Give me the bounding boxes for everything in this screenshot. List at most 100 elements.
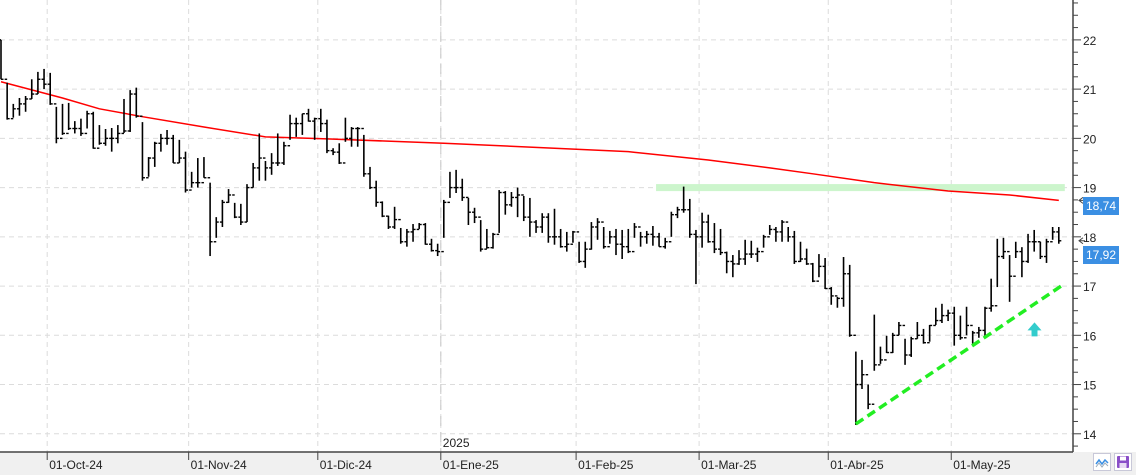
ohlc-bar[interactable] [287, 114, 293, 147]
ohlc-bar[interactable] [330, 148, 336, 156]
ohlc-bar[interactable] [896, 322, 902, 337]
ohlc-bar[interactable] [435, 243, 441, 257]
ohlc-bar[interactable] [927, 324, 933, 344]
ohlc-bar[interactable] [410, 224, 416, 242]
ohlc-bar[interactable] [164, 129, 170, 145]
ohlc-bar[interactable] [269, 153, 275, 175]
ohlc-bar[interactable] [779, 220, 785, 242]
ohlc-bar[interactable] [877, 346, 883, 366]
ohlc-bar[interactable] [791, 230, 797, 264]
ohlc-bar[interactable] [582, 241, 588, 268]
ohlc-bar[interactable] [465, 196, 471, 226]
ohlc-bar[interactable] [982, 306, 988, 336]
ohlc-bar[interactable] [994, 238, 1000, 307]
ohlc-bar[interactable] [281, 141, 287, 165]
ohlc-bar[interactable] [724, 251, 730, 274]
ohlc-bar[interactable] [533, 220, 539, 233]
ohlc-bar[interactable] [23, 96, 29, 112]
ohlc-bar[interactable] [275, 133, 281, 166]
ohlc-bar[interactable] [773, 226, 779, 242]
ohlc-bar[interactable] [404, 228, 410, 247]
ohlc-bar[interactable] [490, 232, 496, 249]
ohlc-bar[interactable] [521, 194, 527, 222]
ohlc-bar[interactable] [785, 221, 791, 242]
ohlc-bar[interactable] [1019, 247, 1025, 278]
ohlc-bar[interactable] [638, 226, 644, 247]
ohlc-bar[interactable] [1050, 226, 1056, 243]
ohlc-bar[interactable] [871, 314, 877, 405]
ohlc-bar[interactable] [914, 322, 920, 340]
ohlc-bar[interactable] [834, 295, 840, 308]
ohlc-bar[interactable] [816, 254, 822, 282]
ohlc-bar[interactable] [865, 373, 871, 410]
resistance-band[interactable] [656, 184, 1065, 192]
ohlc-bar[interactable] [90, 111, 96, 149]
ohlc-bar[interactable] [601, 221, 607, 249]
ohlc-bar[interactable] [718, 228, 724, 256]
ohlc-bar[interactable] [662, 237, 668, 249]
ohlc-bar[interactable] [607, 230, 613, 248]
ohlc-bar[interactable] [336, 143, 342, 164]
ohlc-bar[interactable] [822, 258, 828, 290]
ohlc-bar[interactable] [416, 223, 422, 231]
ohlc-bar[interactable] [422, 223, 428, 245]
ohlc-bar[interactable] [736, 250, 742, 265]
ohlc-bar[interactable] [1037, 241, 1043, 259]
ohlc-bar[interactable] [392, 206, 398, 229]
ohlc-bar[interactable] [4, 78, 10, 120]
ohlc-bar[interactable] [761, 234, 767, 253]
ohlc-bar[interactable] [53, 103, 59, 144]
ohlc-bar[interactable] [293, 117, 299, 137]
ohlc-bar[interactable] [238, 203, 244, 226]
ohlc-bar[interactable] [398, 218, 404, 244]
ohlc-bar[interactable] [146, 157, 152, 179]
ohlc-bar[interactable] [539, 213, 545, 233]
ohlc-bar[interactable] [656, 232, 662, 248]
ohlc-bar[interactable] [798, 241, 803, 263]
ohlc-bar[interactable] [890, 332, 896, 354]
ohlc-bar[interactable] [349, 127, 355, 147]
ohlc-bar[interactable] [115, 125, 121, 144]
ohlc-bar[interactable] [478, 216, 484, 252]
ohlc-bar[interactable] [730, 255, 736, 278]
ohlc-bar[interactable] [804, 248, 810, 265]
ohlc-bar[interactable] [152, 141, 158, 167]
ohlc-bar[interactable] [693, 229, 699, 285]
ohlc-bar[interactable] [939, 303, 945, 323]
ohlc-bar[interactable] [675, 206, 680, 219]
ohlc-bar[interactable] [35, 71, 41, 95]
ohlc-bar[interactable] [681, 186, 687, 213]
ohlc-bar[interactable] [576, 231, 582, 263]
ohlc-bar[interactable] [219, 199, 225, 227]
ohlc-bar[interactable] [508, 192, 514, 207]
ohlc-bar[interactable] [970, 324, 976, 344]
ohlc-bar[interactable] [1013, 241, 1019, 277]
ohlc-bar[interactable] [527, 197, 533, 237]
ohlc-bar[interactable] [988, 278, 994, 312]
ohlc-bar[interactable] [902, 324, 908, 365]
ohlc-bar[interactable] [318, 108, 324, 132]
ohlc-bar[interactable] [127, 90, 133, 132]
ohlc-bar[interactable] [441, 199, 447, 253]
ohlc-bar[interactable] [957, 315, 963, 340]
ohlc-bar[interactable] [41, 68, 47, 90]
ohlc-bar[interactable] [1007, 250, 1013, 302]
ohlc-bar[interactable] [884, 335, 890, 361]
ohlc-bar[interactable] [262, 157, 268, 181]
ohlc-bar[interactable] [385, 215, 391, 229]
moving-average-line[interactable] [0, 81, 1059, 202]
ohlc-bar[interactable] [976, 326, 982, 338]
ohlc-bar[interactable] [10, 103, 16, 120]
ohlc-bar[interactable] [72, 121, 78, 134]
ohlc-bar[interactable] [908, 336, 914, 357]
ohlc-bar[interactable] [847, 264, 853, 337]
ohlc-bar[interactable] [109, 128, 115, 152]
ohlc-bar[interactable] [564, 231, 570, 252]
ohlc-bar[interactable] [250, 162, 256, 189]
ohlc-bar[interactable] [631, 223, 637, 253]
ohlc-bar[interactable] [226, 189, 232, 204]
ohlc-bar[interactable] [687, 198, 693, 238]
ohlc-bar[interactable] [367, 166, 373, 190]
save-icon[interactable] [1114, 453, 1132, 471]
